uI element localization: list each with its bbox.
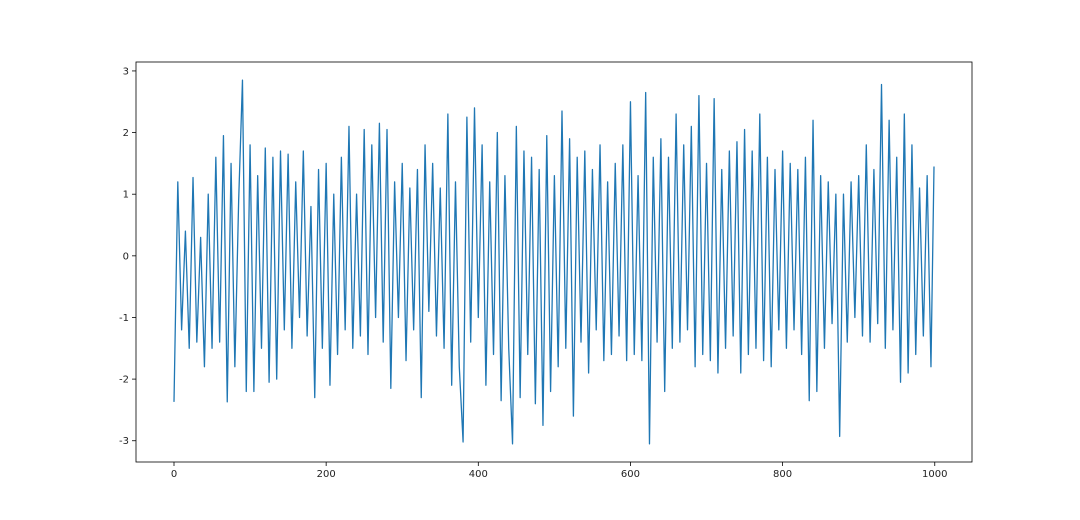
y-tick-label: 1 <box>123 190 129 201</box>
y-tick-label: -3 <box>119 436 129 447</box>
y-tick-label: 3 <box>123 66 129 77</box>
plot-frame <box>135 61 973 463</box>
y-tick-label: -1 <box>119 313 129 324</box>
y-tick-label: 2 <box>123 128 129 139</box>
x-tick-label: 200 <box>317 469 336 480</box>
x-tick-label: 0 <box>171 469 177 480</box>
y-tick-label: 0 <box>123 251 129 262</box>
y-tick-label: -2 <box>119 375 129 386</box>
data-line <box>173 79 935 445</box>
x-tick-label: 400 <box>469 469 488 480</box>
x-tick-label: 1000 <box>922 469 947 480</box>
x-tick-label: 800 <box>773 469 792 480</box>
x-tick-label: 600 <box>621 469 640 480</box>
